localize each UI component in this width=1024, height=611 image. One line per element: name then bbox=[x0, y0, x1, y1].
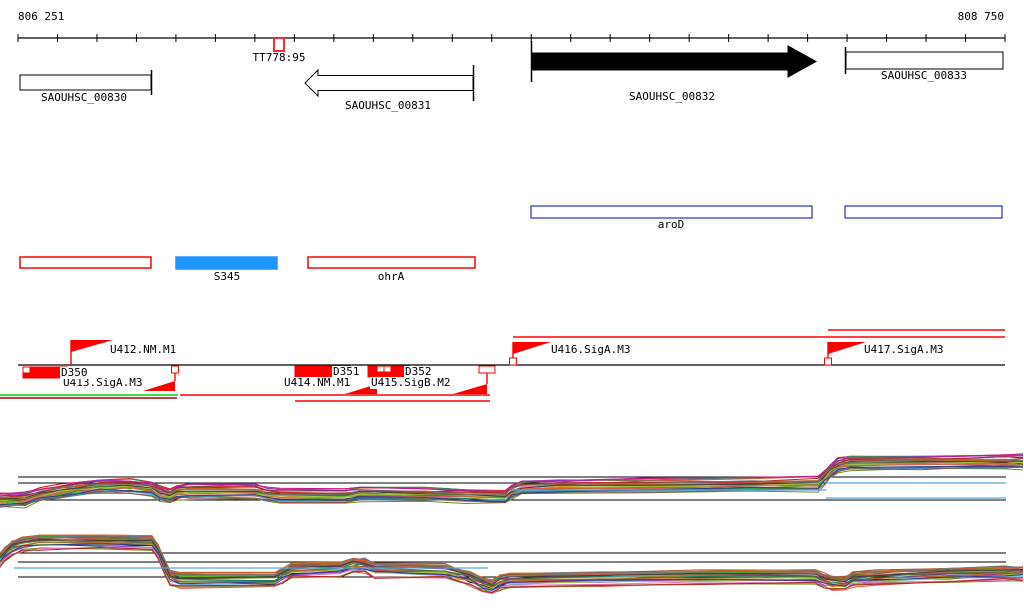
upper-expression-panel-trace bbox=[0, 467, 1024, 509]
gene-glyph-saouhsc_00831[interactable] bbox=[304, 68, 474, 98]
d-box-label-d350: D350 bbox=[60, 366, 89, 379]
orf-box[interactable] bbox=[844, 205, 1003, 219]
upper-expression-panel-trace bbox=[0, 453, 1024, 495]
d-box-notch bbox=[383, 365, 392, 373]
d-box-label-d351: D351 bbox=[332, 365, 361, 378]
tss-flag-base-square bbox=[824, 357, 832, 366]
gene-label-saouhsc-00831: SAOUHSC_00831 bbox=[344, 99, 432, 112]
ruler-end-coordinate: 808 750 bbox=[957, 10, 1004, 23]
srna-box-s345[interactable] bbox=[175, 256, 278, 270]
srna-label-s345: S345 bbox=[213, 270, 241, 283]
d-box-label-d352: D352 bbox=[404, 365, 433, 378]
gene-label-saouhsc-00830: SAOUHSC_00830 bbox=[40, 91, 128, 104]
ruler-start-coordinate: 806 251 bbox=[18, 10, 65, 23]
upper-expression-panel-trace bbox=[0, 458, 1024, 499]
tss-label-u416: U416.SigA.M3 bbox=[551, 343, 631, 356]
orf-box-aroD[interactable] bbox=[530, 205, 813, 219]
gene-glyph-saouhsc_00830[interactable] bbox=[19, 74, 152, 91]
tss-ramp-u413.siga.m3[interactable] bbox=[143, 381, 175, 391]
tss-flag-u417.siga.m3[interactable] bbox=[828, 342, 866, 354]
gene-label-saouhsc-00832: SAOUHSC_00832 bbox=[628, 90, 716, 103]
lower-expression-panel-trace bbox=[0, 535, 1024, 582]
srna-label-ohra: ohrA bbox=[377, 270, 405, 283]
terminator-marker-label: TT778:95 bbox=[252, 51, 306, 64]
tss-ramp-u414.nm.m1[interactable] bbox=[345, 384, 377, 394]
lower-expression-panel-trace bbox=[0, 546, 1024, 594]
lower-expression-panel-trace bbox=[0, 536, 1024, 585]
upper-expression-panel-trace bbox=[0, 460, 1024, 503]
lower-expression-panel-trace bbox=[0, 543, 1024, 591]
tss-label-u414: U414.NM.M1 bbox=[283, 376, 352, 389]
tss-label-u417: U417.SigA.M3 bbox=[864, 343, 944, 356]
srna-box-ohra[interactable] bbox=[307, 256, 476, 269]
tss-ramp-u415.sigb.m2[interactable] bbox=[453, 384, 487, 394]
upper-expression-panel-trace bbox=[0, 466, 1024, 506]
tss-ramp-base-square bbox=[171, 365, 179, 374]
tss-label-u412: U412.NM.M1 bbox=[110, 343, 177, 356]
tss-label-u413: U413.SigA.M3 bbox=[62, 376, 144, 389]
tss-ramp-base-square bbox=[478, 365, 496, 374]
gene-glyph-saouhsc_00833[interactable] bbox=[845, 51, 1004, 70]
srna-box[interactable] bbox=[19, 256, 152, 269]
d-box-notch bbox=[376, 365, 385, 373]
d-box-notch bbox=[22, 366, 31, 374]
tss-flag-u412.nm.m1[interactable] bbox=[71, 340, 113, 352]
lower-expression-panel-trace bbox=[0, 541, 1024, 588]
terminator-marker[interactable] bbox=[273, 37, 285, 52]
orf-label-arod: aroD bbox=[657, 218, 685, 231]
upper-expression-panel-trace bbox=[0, 465, 1024, 508]
tss-flag-u416.siga.m3[interactable] bbox=[513, 342, 551, 354]
gene-glyph-saouhsc_00832[interactable] bbox=[531, 45, 818, 78]
tss-label-u415: U415.SigB.M2 bbox=[370, 376, 452, 389]
tss-flag-base-square bbox=[509, 357, 517, 366]
gene-label-saouhsc-00833: SAOUHSC_00833 bbox=[880, 69, 968, 82]
